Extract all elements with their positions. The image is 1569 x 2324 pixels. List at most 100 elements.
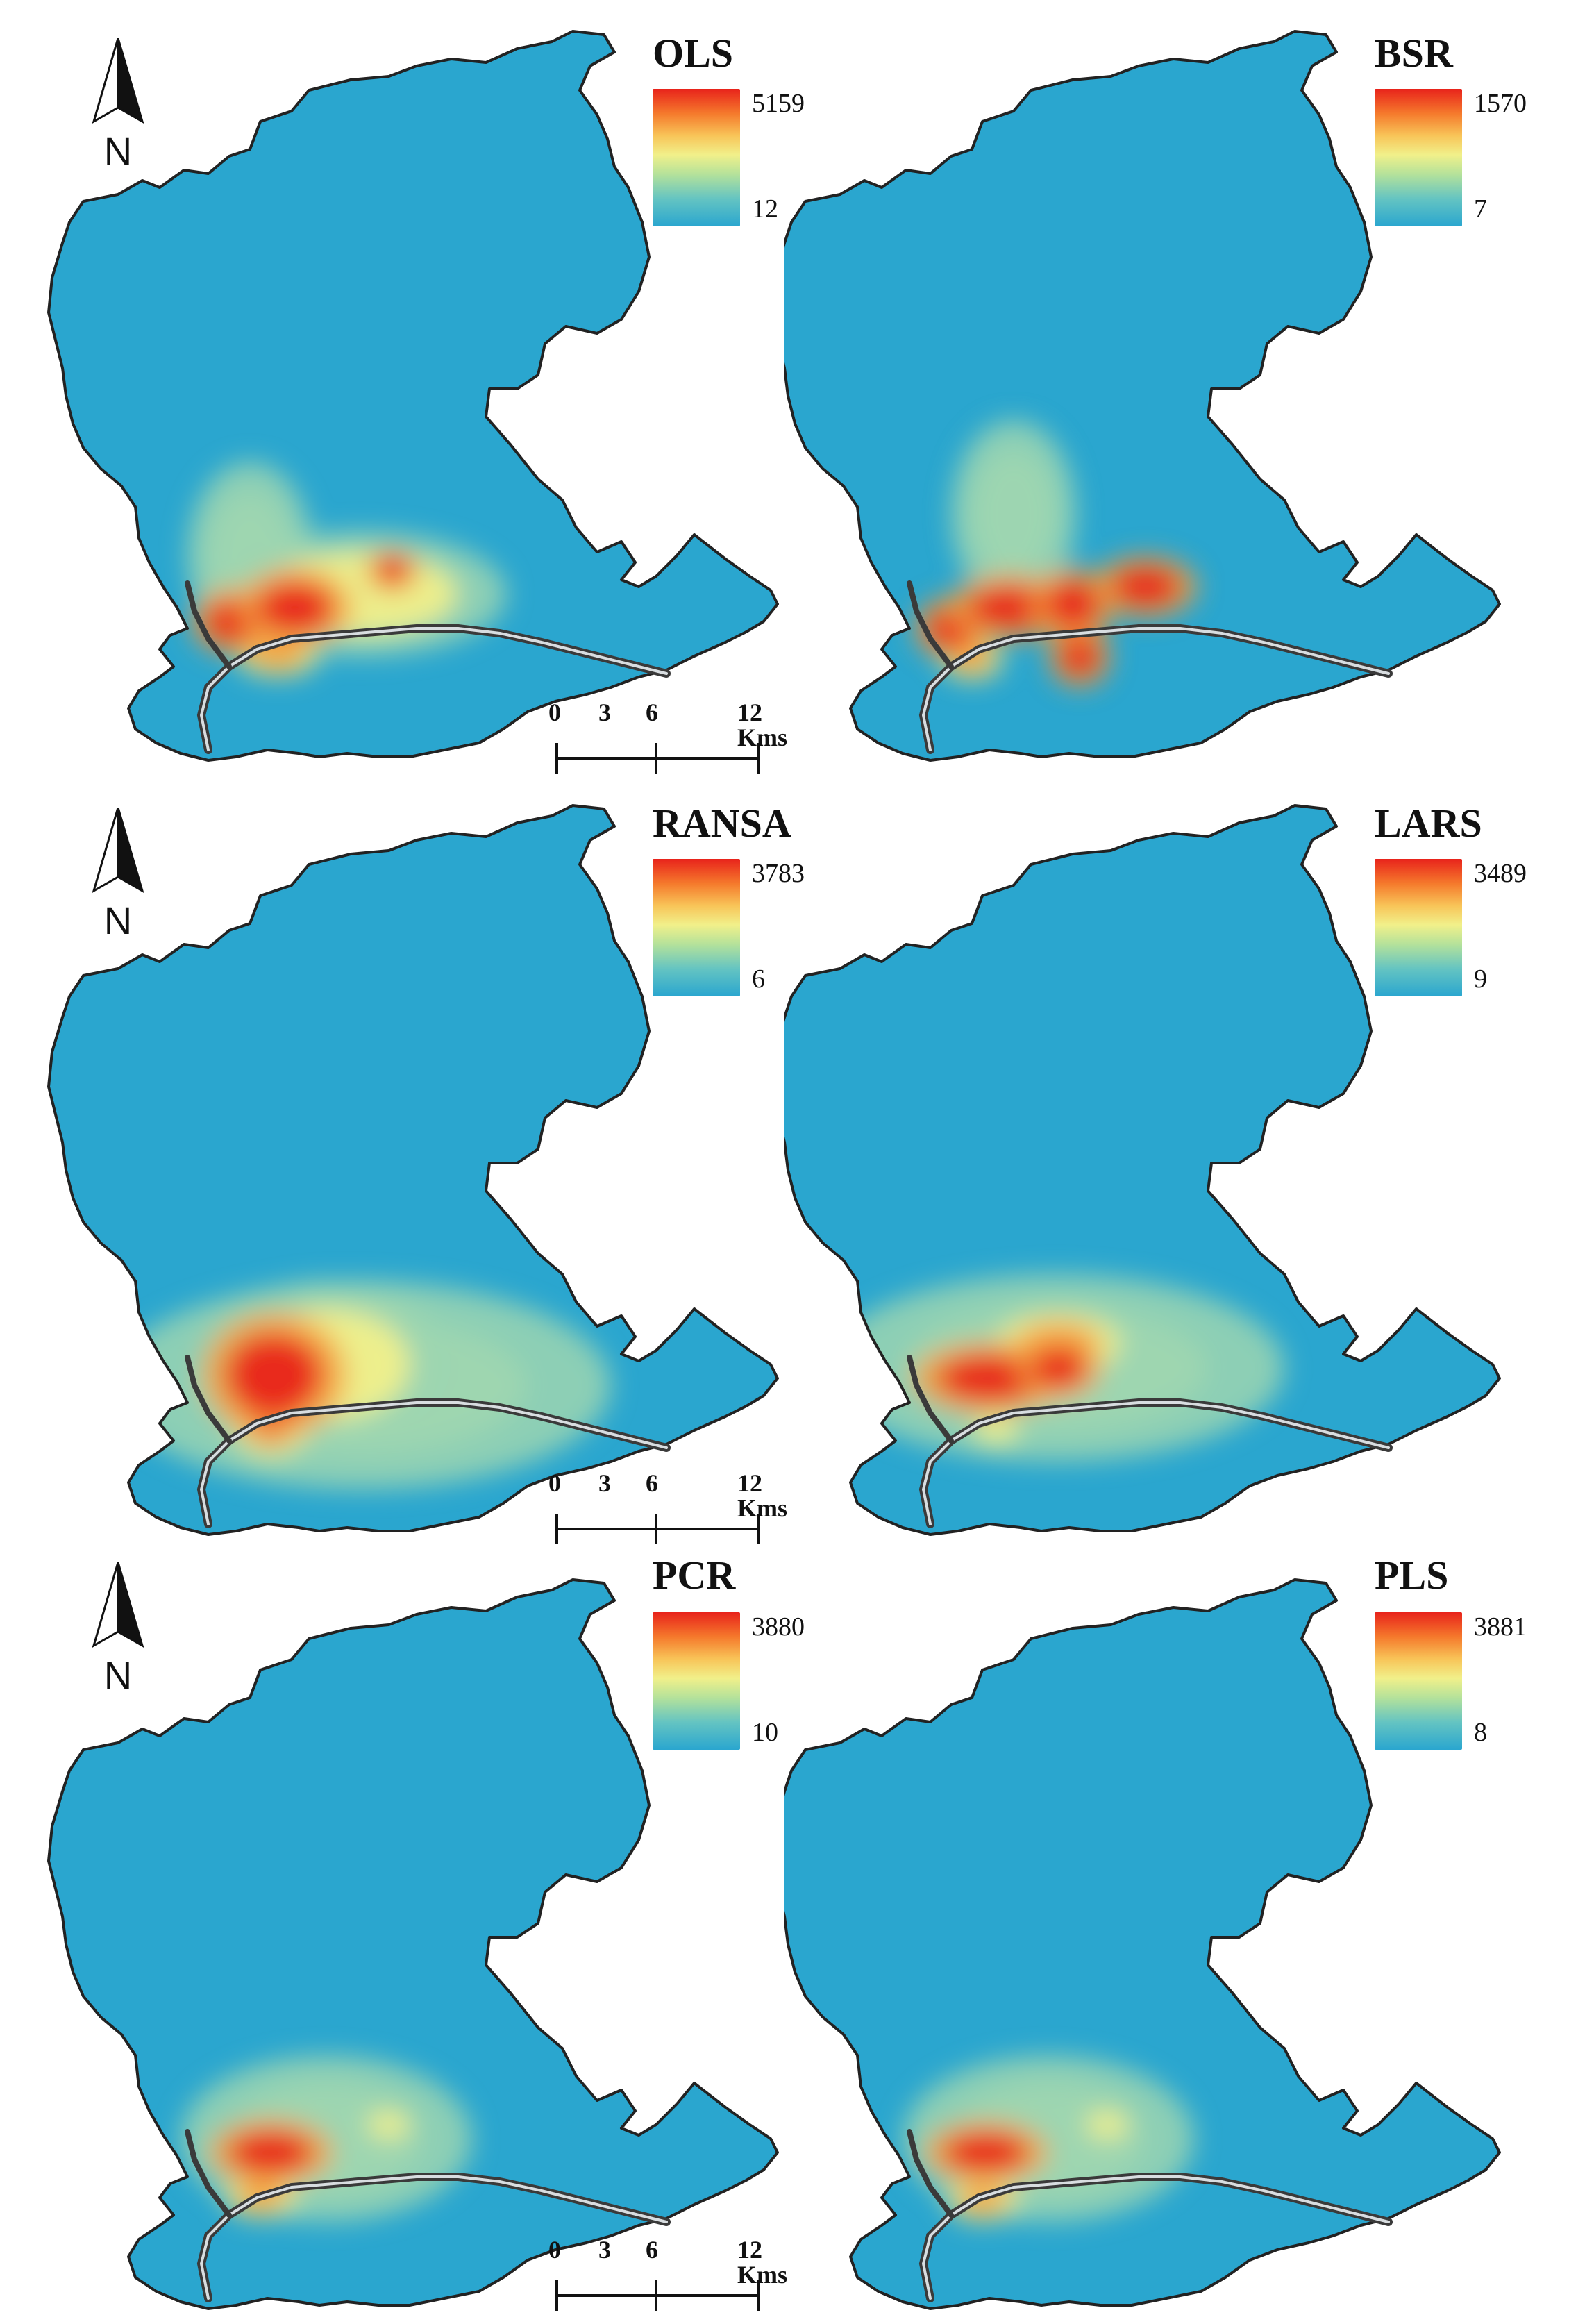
map-panel-ols: N OLS 5159 12 [0, 0, 805, 774]
north-label: N [104, 898, 132, 939]
hotspot [226, 1333, 323, 1416]
scale-tick-12: 12 Kms [737, 699, 787, 751]
color-legend [1375, 859, 1462, 996]
north-label: N [104, 129, 132, 170]
region-fill [784, 31, 1500, 760]
region-boundary [784, 804, 1501, 1536]
tributary [907, 1355, 954, 1444]
north-arrow-left [92, 37, 119, 124]
tributary [907, 2129, 954, 2218]
scale-bar: 0 3 6 12 Kms [548, 2236, 787, 2314]
river-highlight [921, 2175, 1390, 2300]
scale-tick-6: 6 [646, 1469, 658, 1497]
river-highlight [199, 1401, 668, 1525]
map-panel-bsr: BSR 1570 7 [784, 0, 1569, 774]
color-legend [653, 89, 740, 226]
region-boundary [784, 30, 1501, 762]
color-legend [653, 1612, 740, 1750]
north-arrow-icon: N [80, 1562, 156, 1698]
region-layer [784, 30, 1501, 762]
hotspot [1045, 580, 1100, 628]
hotspot-layer [111, 1281, 611, 1489]
hotspot [972, 451, 1055, 576]
legend-max-value: 1570 [1474, 89, 1527, 118]
legend-max-value: 5159 [752, 89, 805, 118]
hotspot [1111, 566, 1180, 608]
legend-min-value: 10 [752, 1718, 778, 1747]
region-boundary [47, 1578, 779, 2310]
north-arrow-left [92, 1562, 119, 1648]
river-highlight [199, 627, 668, 751]
scale-tick-6: 6 [646, 2236, 658, 2264]
north-arrow-right [117, 807, 144, 894]
legend-max-value: 3489 [1474, 859, 1527, 888]
choropleth-map [784, 1578, 1501, 2310]
map-panel-lars: LARS 3489 9 [784, 774, 1569, 1548]
hotspot [1059, 635, 1100, 677]
north-arrow-right [117, 37, 144, 124]
north-arrow-right [117, 1562, 144, 1648]
region-layer [784, 1578, 1501, 2310]
choropleth-map [47, 1578, 779, 2310]
tributary [185, 580, 232, 669]
scale-tick-3: 3 [598, 699, 611, 726]
hotspot [375, 557, 410, 585]
hotspot [1031, 1347, 1086, 1389]
legend-max-value: 3880 [752, 1612, 805, 1641]
scale-tick-12: 12 Kms [737, 1469, 787, 1522]
choropleth-map [784, 804, 1501, 1536]
legend-min-value: 6 [752, 964, 765, 994]
scale-bar-line [555, 2280, 760, 2311]
tributary [185, 1355, 232, 1444]
choropleth-map [784, 30, 1501, 762]
hotspot-layer [181, 2055, 472, 2222]
panel-title: LARS [1375, 801, 1482, 846]
north-arrow-icon: N [80, 807, 156, 943]
tributary [185, 2129, 232, 2218]
hotspot [1086, 2111, 1128, 2139]
hotspot [944, 2132, 1027, 2173]
scale-tick-3: 3 [598, 1469, 611, 1497]
legend-min-value: 7 [1474, 194, 1487, 224]
scale-bar: 0 3 6 12 Kms [548, 1469, 787, 1547]
region-boundary [47, 804, 779, 1536]
legend-min-value: 12 [752, 194, 778, 224]
region-layer [47, 804, 779, 1536]
scale-bar: 0 3 6 12 Kms [548, 699, 787, 776]
scale-bar-line [555, 743, 760, 774]
hotspot-layer [903, 2055, 1194, 2222]
choropleth-map [47, 804, 779, 1536]
region-layer [47, 1578, 779, 2310]
scale-tick-0: 0 [548, 1469, 561, 1497]
north-arrow-icon: N [80, 37, 156, 174]
choropleth-map [47, 30, 779, 762]
hotspot-layer [187, 462, 507, 677]
panel-title: RANSA [653, 801, 791, 846]
region-boundary [47, 30, 779, 762]
hotspot [229, 2130, 312, 2175]
map-panel-pcr: N PCR 3880 10 [0, 1548, 805, 2323]
region-layer [784, 804, 1501, 1536]
panel-title: BSR [1375, 31, 1453, 76]
map-panel-ransa: N RANSA 3783 6 [0, 774, 805, 1548]
scale-tick-6: 6 [646, 699, 658, 726]
panel-title: PLS [1375, 1553, 1449, 1598]
region-boundary [784, 1578, 1501, 2310]
region-layer [47, 30, 779, 762]
scale-bar-line [555, 1514, 760, 1544]
hotspot [257, 581, 333, 634]
hotspot [937, 1354, 1041, 1403]
color-legend [1375, 89, 1462, 226]
hotspot [968, 585, 1052, 630]
river-highlight [199, 2175, 668, 2300]
color-legend [653, 859, 740, 996]
scale-tick-3: 3 [598, 2236, 611, 2264]
legend-min-value: 8 [1474, 1718, 1487, 1747]
scale-tick-0: 0 [548, 699, 561, 726]
legend-max-value: 3881 [1474, 1612, 1527, 1641]
tributary [907, 580, 954, 669]
scale-tick-0: 0 [548, 2236, 561, 2264]
river-highlight [921, 627, 1390, 751]
color-legend [1375, 1612, 1462, 1750]
north-label: N [104, 1653, 132, 1694]
